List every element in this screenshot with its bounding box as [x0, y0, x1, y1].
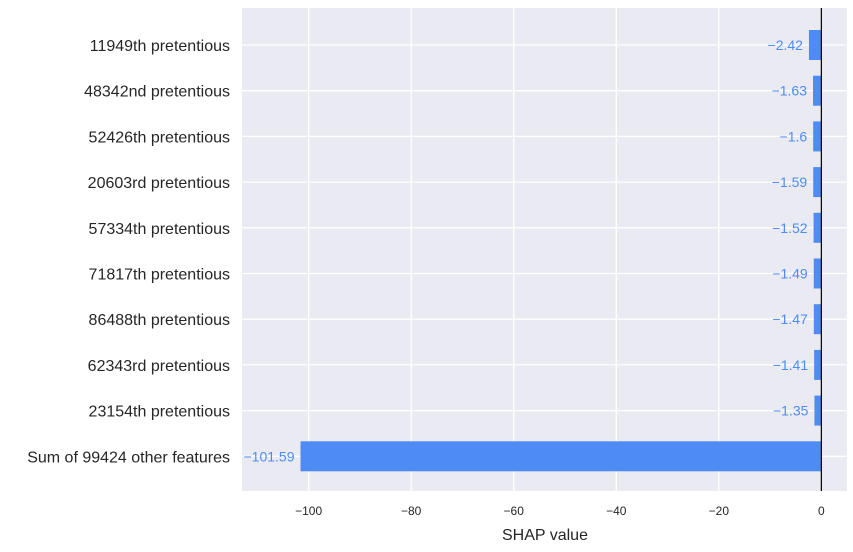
data-labels: −2.42 −1.63 −1.6 −1.59 −1.52 −1.49 −1.47 −1.41 −…	[244, 37, 809, 464]
grid-lines	[242, 8, 847, 491]
data-label: −1.6	[780, 128, 808, 144]
data-label: −101.59	[244, 448, 295, 464]
category-label: 11949th pretentious	[90, 38, 230, 55]
category-label: 48342nd pretentious	[84, 84, 230, 101]
x-tick-label: −100	[295, 504, 322, 518]
x-tick-label: 0	[818, 504, 825, 518]
category-label: 23154th pretentious	[89, 404, 230, 421]
category-labels: 11949th pretentious 48342nd pretentious 52…	[27, 38, 230, 466]
bar	[813, 167, 822, 198]
plot-area	[242, 8, 847, 491]
data-label: −1.63	[772, 83, 808, 99]
bar	[300, 441, 822, 472]
category-label: Sum of 99424 other features	[27, 449, 230, 466]
x-tick-label: −40	[606, 504, 627, 518]
x-tick-label: −80	[401, 504, 422, 518]
bar	[813, 304, 822, 335]
data-label: −1.59	[772, 174, 808, 190]
data-label: −1.41	[773, 357, 809, 373]
data-label: −1.35	[773, 403, 809, 419]
category-label: 62343rd pretentious	[88, 358, 230, 375]
category-label: 57334th pretentious	[89, 221, 230, 238]
bar	[813, 75, 822, 106]
data-label: −1.47	[772, 311, 808, 327]
bar	[813, 258, 822, 289]
x-tick-label: −60	[504, 504, 525, 518]
category-label: 86488th pretentious	[89, 312, 230, 329]
bar	[814, 395, 822, 426]
x-tick-labels: −100 −80 −60 −40 −20 0	[295, 504, 825, 518]
bar	[814, 349, 822, 380]
data-label: −1.49	[772, 266, 808, 282]
data-label: −1.52	[772, 220, 808, 236]
bar	[813, 212, 822, 243]
category-label: 52426th pretentious	[89, 129, 230, 146]
bars	[300, 30, 822, 472]
category-label: 20603rd pretentious	[88, 175, 230, 192]
x-axis-title: SHAP value	[502, 527, 588, 544]
x-tick-label: −20	[709, 504, 730, 518]
data-label: −2.42	[768, 37, 804, 53]
bar	[813, 121, 822, 152]
bar	[808, 30, 822, 60]
category-label: 71817th pretentious	[89, 267, 230, 284]
